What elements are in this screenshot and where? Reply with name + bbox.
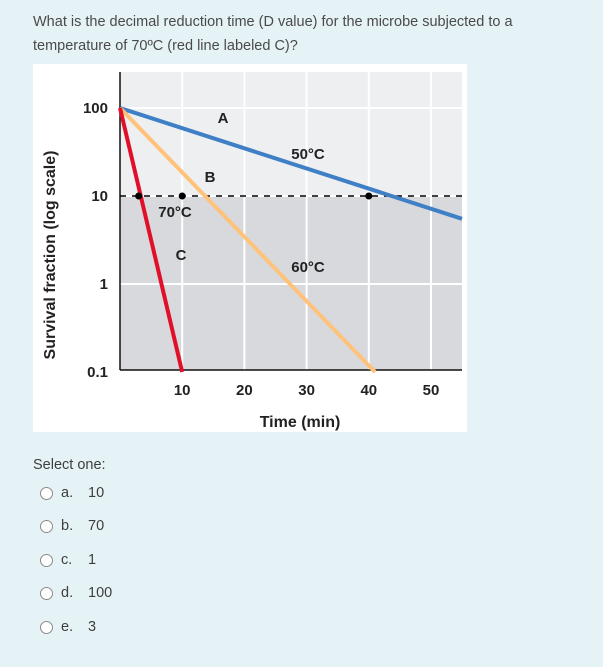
y-axis-label: Survival fraction (log scale)	[42, 151, 59, 360]
y-tick-label: 0.1	[87, 364, 108, 381]
intersection-marker	[365, 192, 373, 200]
option-b-value: 70	[88, 518, 105, 534]
option-d-value: 100	[88, 585, 113, 601]
option-a[interactable]: a. 10	[40, 482, 240, 504]
x-tick-label: 40	[360, 382, 377, 399]
series-label-a: A	[218, 110, 229, 127]
option-d-letter: d.	[61, 585, 74, 601]
series-line-b	[118, 106, 377, 374]
option-c[interactable]: c. 1	[40, 549, 240, 571]
radio-button-b[interactable]	[40, 519, 53, 533]
option-e-value: 3	[88, 619, 97, 635]
option-a-value: 10	[88, 485, 105, 501]
series-label-b: B	[205, 169, 216, 186]
option-a-letter: a.	[61, 485, 74, 501]
intersection-marker	[178, 192, 186, 200]
option-c-value: 1	[88, 552, 97, 568]
chart-svg: 10 20 30 40 50 100 10 1 0.1 Time (min) Survival fr…	[42, 72, 463, 431]
radio-button-e[interactable]	[40, 620, 53, 634]
x-tick-label: 50	[423, 382, 440, 399]
radio-button-d[interactable]	[40, 586, 53, 600]
plot-background-upper	[120, 72, 462, 196]
y-tick-label: 1	[100, 276, 108, 293]
question-text: What is the decimal reduction time (D va…	[33, 14, 513, 54]
y-tick-label: 100	[83, 100, 108, 117]
y-tick-label: 10	[91, 188, 108, 205]
intersection-marker	[135, 192, 143, 200]
series-line-c	[118, 107, 185, 373]
x-axis-label: Time (min)	[260, 414, 341, 431]
survival-chart: 10 20 30 40 50 100 10 1 0.1 Time (min) Survival fr…	[33, 64, 467, 432]
series-temp-label-c: 70°C	[158, 204, 192, 221]
radio-button-a[interactable]	[40, 486, 53, 500]
radio-button-c[interactable]	[40, 553, 53, 567]
series-temp-label-a: 50°C	[291, 146, 325, 163]
option-e[interactable]: e. 3	[40, 616, 240, 638]
x-tick-label: 30	[298, 382, 315, 399]
option-d[interactable]: d. 100	[40, 582, 240, 604]
series-temp-label-b: 60°C	[291, 259, 325, 276]
select-one-label: Select one:	[33, 457, 106, 473]
option-c-letter: c.	[61, 552, 73, 568]
option-b[interactable]: b. 70	[40, 515, 240, 537]
option-e-letter: e.	[61, 619, 74, 635]
series-line-a	[119, 106, 463, 221]
x-tick-label: 20	[236, 382, 253, 399]
option-b-letter: b.	[61, 518, 74, 534]
x-tick-label: 10	[174, 382, 191, 399]
series-label-c: C	[176, 247, 187, 264]
